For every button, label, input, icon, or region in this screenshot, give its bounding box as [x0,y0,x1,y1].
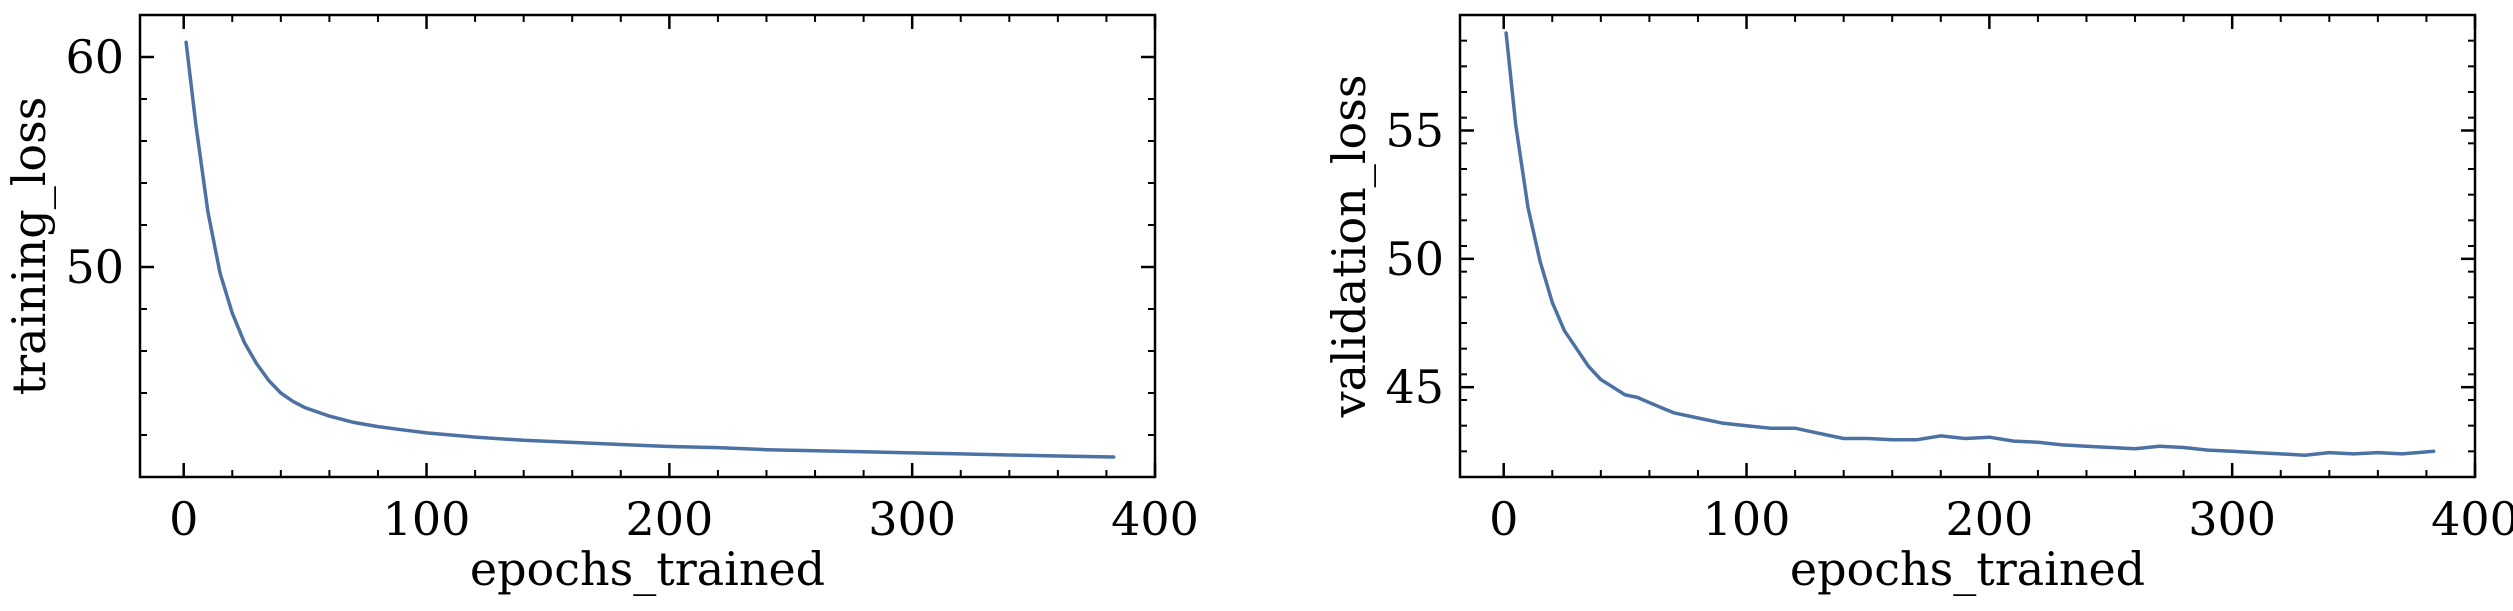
x-tick-label: 300 [868,492,956,546]
x-tick-label: 0 [169,492,198,546]
y-tick-label: 50 [65,240,124,294]
validation-loss-line [1504,31,2436,457]
x-tick-label: 100 [1703,492,1791,546]
validation-loss-chart: 0 100 200 300 400 45 50 55 epochs_trained validat… [1322,13,2513,596]
x-tick-label: 400 [1111,492,1199,546]
y-tick-label: 45 [1385,360,1444,414]
validation-axes-frame [1458,13,2477,479]
y-tick-label: 55 [1385,104,1444,158]
validation-x-axis-label: epochs_trained [1790,542,2145,596]
training-loss-chart: 0 100 200 300 400 50 60 epochs_trained training_… [2,13,1199,596]
x-tick-label: 0 [1489,492,1518,546]
training-x-axis-label: epochs_trained [470,542,825,596]
validation-y-axis-label: validation_loss [1322,75,1376,419]
x-tick-label: 200 [1945,492,2033,546]
x-tick-label: 100 [383,492,471,546]
x-tick-label: 300 [2188,492,2276,546]
y-tick-label: 50 [1385,232,1444,286]
x-tick-label: 400 [2431,492,2513,546]
training-y-axis-label: training_loss [2,97,56,396]
y-tick-label: 60 [65,30,124,84]
x-tick-label: 200 [625,492,713,546]
training-loss-line [184,40,1116,459]
training-axes-frame [138,13,1157,479]
